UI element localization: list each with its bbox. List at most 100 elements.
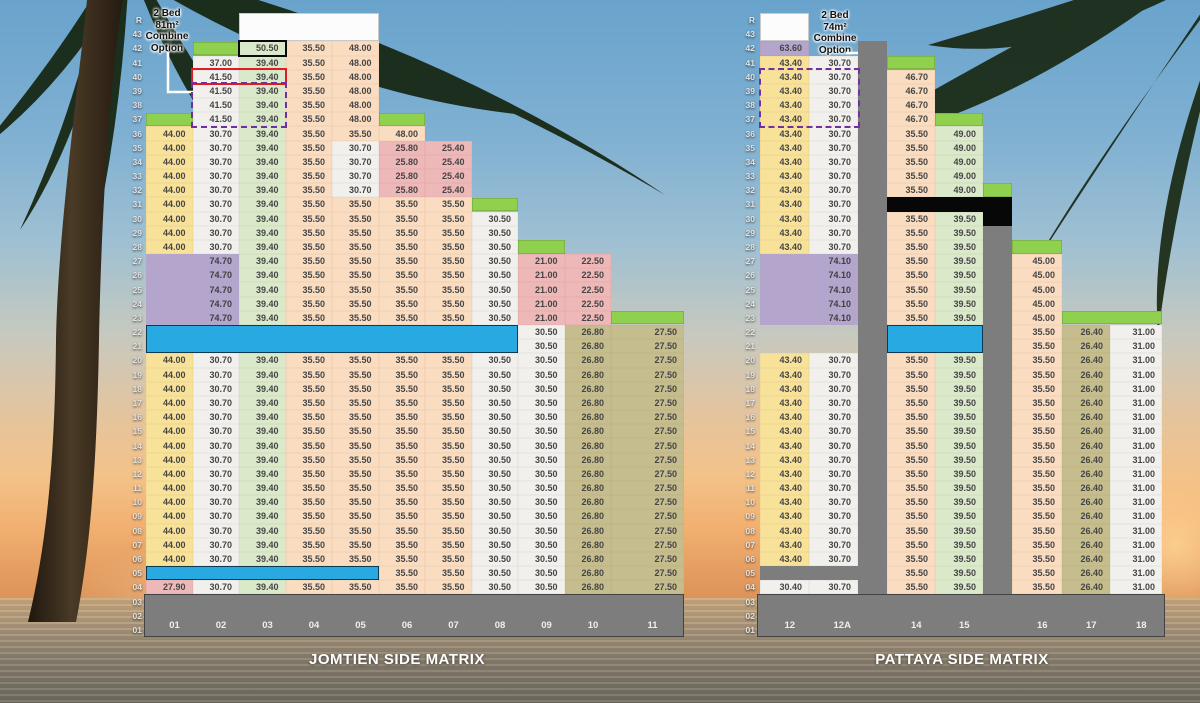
floor-label: 13 (745, 454, 755, 465)
matrix-cell: 43.40 (760, 55, 809, 70)
floor-label: 17 (132, 397, 142, 408)
matrix-cell: 39.50 (935, 410, 983, 425)
matrix-cell: 30.50 (471, 466, 518, 481)
floor-label: 16 (745, 412, 755, 423)
matrix-cell: 30.50 (518, 580, 565, 595)
floor-label: 05 (132, 568, 142, 579)
matrix-cell: 35.50 (1012, 324, 1062, 340)
matrix-cell: 30.70 (809, 580, 858, 595)
merged-unit-block (760, 254, 858, 325)
matrix-cell: 39.40 (239, 197, 286, 212)
matrix-cell: 35.50 (887, 424, 935, 439)
matrix-cell: 21.00 (518, 310, 565, 325)
matrix-cell: 22.50 (564, 310, 611, 325)
matrix-cell: 30.70 (809, 480, 858, 496)
matrix-cell: 27.50 (611, 495, 684, 510)
matrix-cell: 35.50 (285, 211, 332, 226)
matrix-footer (757, 594, 1165, 637)
matrix-cell: 35.50 (285, 310, 332, 325)
matrix-cell: 30.70 (192, 424, 239, 439)
matrix-cell: 39.50 (935, 254, 983, 269)
section-cap (935, 112, 983, 126)
matrix-cell: 27.50 (611, 551, 684, 567)
floor-label: 11 (746, 483, 755, 494)
matrix-cell: 35.50 (887, 509, 935, 524)
matrix-cell: 39.40 (239, 112, 286, 127)
matrix-cell: 49.00 (935, 168, 983, 184)
matrix-cell: 35.50 (332, 211, 379, 226)
matrix-cell: 30.70 (192, 168, 239, 184)
matrix-cell: 35.50 (425, 296, 472, 311)
floor-label: 02 (132, 610, 142, 621)
floor-label: 21 (745, 341, 755, 352)
matrix-cell: 30.70 (809, 55, 858, 70)
matrix-cell: 41.50 (192, 112, 239, 127)
floor-label: R (135, 15, 142, 26)
floor-label: 04 (132, 582, 142, 593)
matrix-cell: 39.50 (935, 367, 983, 382)
matrix-cell: 35.50 (378, 438, 425, 453)
matrix-cell: 25.40 (425, 168, 472, 184)
matrix-cell: 35.50 (332, 126, 379, 141)
matrix-cell: 35.50 (332, 296, 379, 311)
matrix-cell: 21.00 (518, 268, 565, 283)
matrix-cell: 30.50 (518, 324, 565, 340)
matrix-cell: 25.80 (378, 183, 425, 198)
matrix-cell: 35.50 (332, 254, 379, 269)
floor-label: 05 (745, 568, 755, 579)
matrix-cell: 39.50 (935, 424, 983, 439)
matrix-cell: 39.50 (935, 509, 983, 524)
black-bar (887, 197, 983, 212)
matrix-cell: 43.40 (760, 495, 809, 510)
matrix-cell: 43.40 (760, 410, 809, 425)
matrix-cell: 30.50 (518, 551, 565, 567)
annotation-line: 74m² (823, 21, 847, 33)
matrix-cell: 35.50 (285, 282, 332, 297)
matrix-cell: 35.50 (1012, 509, 1062, 524)
matrix-cell: 35.50 (425, 367, 472, 382)
matrix-cell: 35.50 (887, 239, 935, 255)
floor-label: 43 (132, 29, 142, 40)
matrix-cell: 27.50 (611, 353, 684, 368)
floor-label: 15 (745, 426, 755, 437)
matrix-cell: 35.50 (332, 197, 379, 212)
annotation-line: Option (150, 42, 184, 54)
floor-label: 36 (745, 128, 755, 139)
floor-label: 40 (745, 71, 755, 82)
floor-label: 42 (745, 43, 755, 54)
matrix-cell: 30.70 (809, 239, 858, 255)
matrix-cell: 39.40 (239, 466, 286, 481)
floor-label: 30 (745, 213, 755, 224)
matrix-cell: 35.50 (332, 466, 379, 481)
matrix-cell: 30.70 (809, 424, 858, 439)
matrix-cell: 26.80 (564, 566, 611, 581)
blue-bar (146, 324, 518, 354)
floor-label: 36 (132, 128, 142, 139)
matrix-cell: 26.40 (1062, 424, 1110, 439)
floor-label: 24 (132, 298, 142, 309)
matrix-cell: 44.00 (146, 381, 193, 396)
floor-label: 32 (745, 185, 755, 196)
matrix-cell: 35.50 (332, 580, 379, 595)
matrix-cell: 30.70 (192, 395, 239, 411)
matrix-cell: 44.00 (146, 140, 193, 155)
matrix-cell: 30.70 (809, 183, 858, 198)
matrix-cell: 30.70 (192, 537, 239, 552)
matrix-cell: 63.60 (760, 41, 809, 56)
matrix-cell: 44.00 (146, 452, 193, 467)
matrix-cell: 39.40 (239, 282, 286, 297)
matrix-cell: 35.50 (1012, 339, 1062, 354)
matrix-cell: 26.40 (1062, 324, 1110, 340)
matrix-cell: 30.70 (809, 452, 858, 467)
floor-label: 42 (132, 43, 142, 54)
matrix-cell: 30.70 (192, 225, 239, 240)
matrix-cell: 39.40 (239, 438, 286, 453)
matrix-cell: 31.00 (1110, 495, 1162, 510)
matrix-cell: 48.00 (378, 126, 425, 141)
matrix-cell: 39.40 (239, 55, 286, 70)
matrix-cell: 30.70 (192, 126, 239, 141)
matrix-cell: 35.50 (887, 254, 935, 269)
matrix-cell: 35.50 (1012, 381, 1062, 396)
floor-label: 07 (132, 539, 142, 550)
matrix-cell: 41.50 (192, 69, 239, 84)
